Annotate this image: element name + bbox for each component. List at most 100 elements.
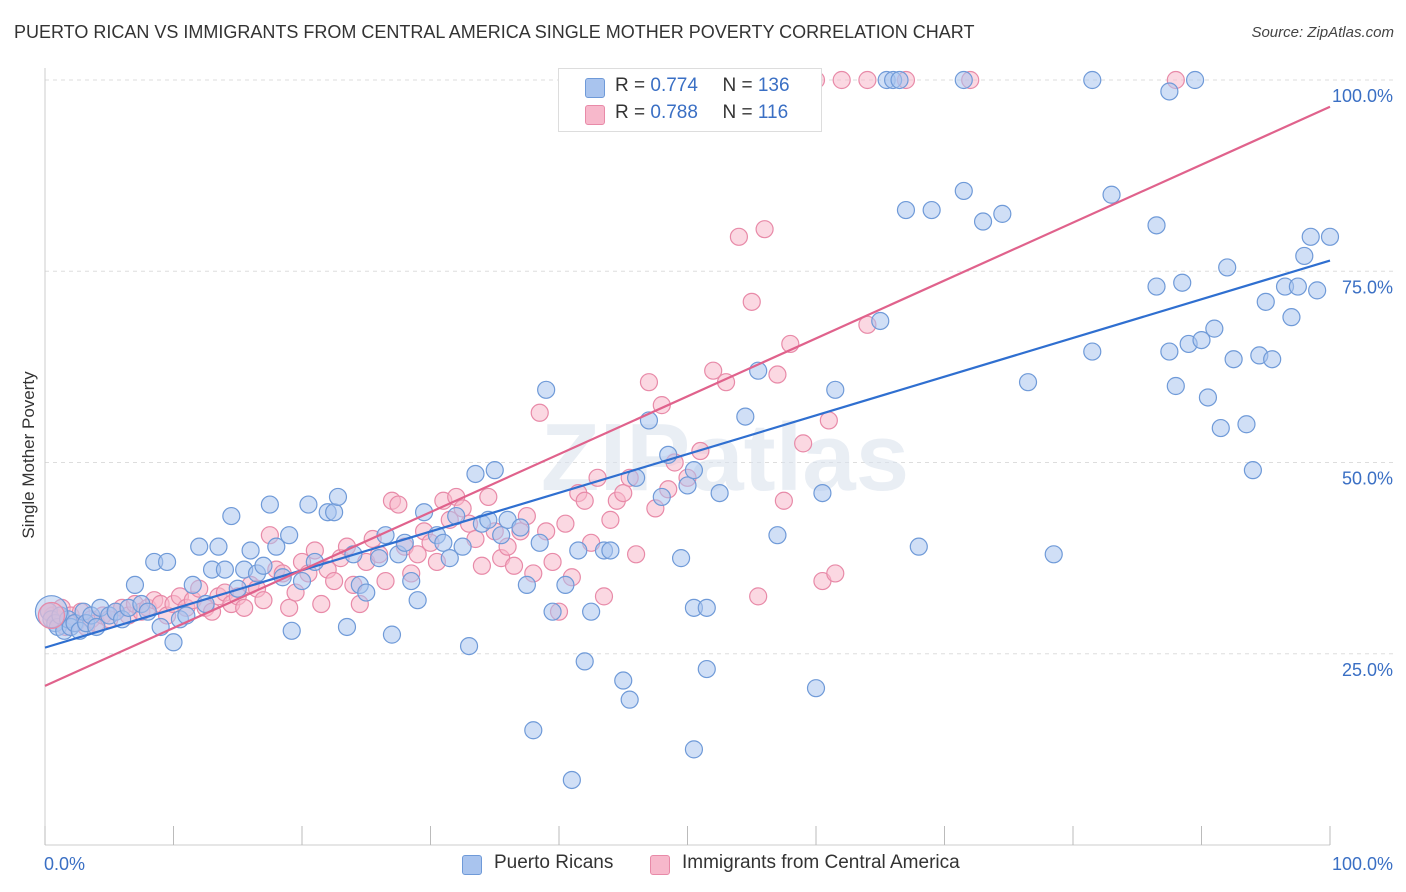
- blue-point-46: [299, 495, 318, 514]
- blue-point-122: [1018, 373, 1038, 392]
- blue-point-111: [954, 70, 973, 90]
- y-tick-label-25: 25.0%: [1342, 660, 1393, 680]
- blue-point-43: [280, 526, 299, 545]
- pink-cluster-point: [37, 601, 66, 630]
- pink-point-117: [832, 70, 851, 90]
- blue-point-133: [1198, 388, 1218, 407]
- blue-point-119: [954, 181, 973, 201]
- pink-point-89: [594, 587, 614, 606]
- blue-point-142: [1263, 350, 1282, 369]
- pink-point-40: [280, 598, 299, 617]
- blue-point-128: [1160, 342, 1179, 361]
- pink-point-105: [742, 292, 761, 311]
- pink-point-113: [819, 411, 838, 430]
- blue-point-134: [1205, 319, 1224, 338]
- blue-point-78: [530, 533, 549, 552]
- blue-point-81: [556, 575, 575, 595]
- blue-point-147: [1301, 227, 1320, 246]
- blue-point-40: [260, 495, 279, 514]
- blue-point-69: [466, 464, 485, 484]
- blue-point-114: [1185, 70, 1205, 90]
- blue-point-61: [408, 591, 427, 610]
- blue-point-44: [282, 621, 301, 640]
- blue-point-136: [1218, 258, 1237, 277]
- blue-point-79: [537, 380, 556, 399]
- pink-point-71: [479, 487, 498, 507]
- pink-point-57: [389, 495, 408, 514]
- blue-point-68: [459, 636, 479, 656]
- pink-point-102: [704, 361, 723, 380]
- blue-point-92: [652, 487, 671, 507]
- blue-point-34: [222, 506, 241, 526]
- pink-point-60: [408, 545, 427, 564]
- axes: [44, 68, 1331, 846]
- blue-point-99: [697, 659, 716, 679]
- blue-point-45: [292, 571, 312, 591]
- blue-point-107: [826, 380, 845, 399]
- pink-point-90: [601, 510, 620, 529]
- x-tick-label-min: 0.0%: [44, 854, 85, 874]
- blue-point-51: [337, 617, 357, 637]
- pink-point-75: [504, 556, 524, 575]
- blue-point-76: [517, 575, 536, 595]
- legend-swatch-blue: [585, 78, 605, 98]
- x-tick-label-max: 100.0%: [1332, 854, 1393, 874]
- blue-point-123: [1044, 545, 1063, 564]
- legend-n-value-blue: 136: [757, 75, 790, 96]
- pink-point-86: [575, 491, 594, 510]
- bottom-legend-label-pink: Immigrants from Central America: [682, 852, 960, 873]
- legend-r-label: R =: [615, 75, 651, 96]
- legend-text-pink: R = 0.788 N = 116: [615, 102, 788, 124]
- y-tick-label-100: 100.0%: [1332, 86, 1393, 106]
- blue-point-98: [684, 461, 704, 480]
- pink-point-95: [639, 373, 659, 392]
- pink-point-92: [614, 484, 633, 503]
- blue-point-28: [183, 575, 202, 595]
- y-tick-label-50: 50.0%: [1342, 469, 1393, 489]
- blue-point-84: [575, 652, 594, 671]
- blue-point-129: [1166, 376, 1185, 396]
- legend-n-label: N =: [722, 75, 758, 96]
- legend-r-value-pink: 0.788: [650, 102, 698, 123]
- pink-point-104: [729, 227, 749, 246]
- pink-point-107: [755, 220, 774, 239]
- blue-point-89: [620, 690, 639, 709]
- pink-point-83: [556, 514, 575, 533]
- blue-point-148: [1308, 281, 1327, 300]
- blue-point-139: [1243, 461, 1263, 480]
- blue-point-24: [157, 552, 177, 572]
- blue-point-113: [1160, 82, 1179, 101]
- blue-point-112: [1083, 70, 1102, 90]
- blue-point-80: [543, 602, 562, 621]
- blue-point-144: [1282, 308, 1301, 327]
- trendline-puerto-ricans: [44, 259, 1331, 649]
- blue-point-33: [215, 560, 234, 579]
- pink-point-118: [858, 70, 877, 90]
- y-axis-label: Single Mother Poverty: [19, 371, 38, 539]
- blue-point-29: [190, 537, 209, 556]
- pink-point-111: [794, 434, 813, 453]
- blue-point-118: [922, 200, 941, 220]
- blue-point-54: [357, 583, 376, 602]
- blue-point-60: [402, 571, 421, 591]
- pink-point-45: [312, 594, 331, 614]
- pink-point-36: [254, 591, 273, 610]
- blue-point-138: [1237, 415, 1256, 434]
- trendline-central-america: [44, 105, 1331, 687]
- blue-point-117: [909, 537, 928, 556]
- blue-point-95: [678, 476, 697, 495]
- pink-point-94: [626, 545, 646, 564]
- pink-point-109: [774, 491, 793, 510]
- blue-point-102: [736, 407, 755, 426]
- legend-swatch-pink: [585, 105, 605, 125]
- blue-point-104: [768, 526, 787, 545]
- blue-point-105: [806, 679, 826, 698]
- pink-point-47: [325, 571, 344, 591]
- bottom-legend-swatch-blue: [462, 855, 482, 875]
- blue-point-65: [440, 549, 459, 568]
- blue-point-137: [1224, 350, 1243, 369]
- blue-point-96: [684, 740, 704, 759]
- blue-point-82: [562, 770, 581, 790]
- blue-point-141: [1256, 292, 1275, 311]
